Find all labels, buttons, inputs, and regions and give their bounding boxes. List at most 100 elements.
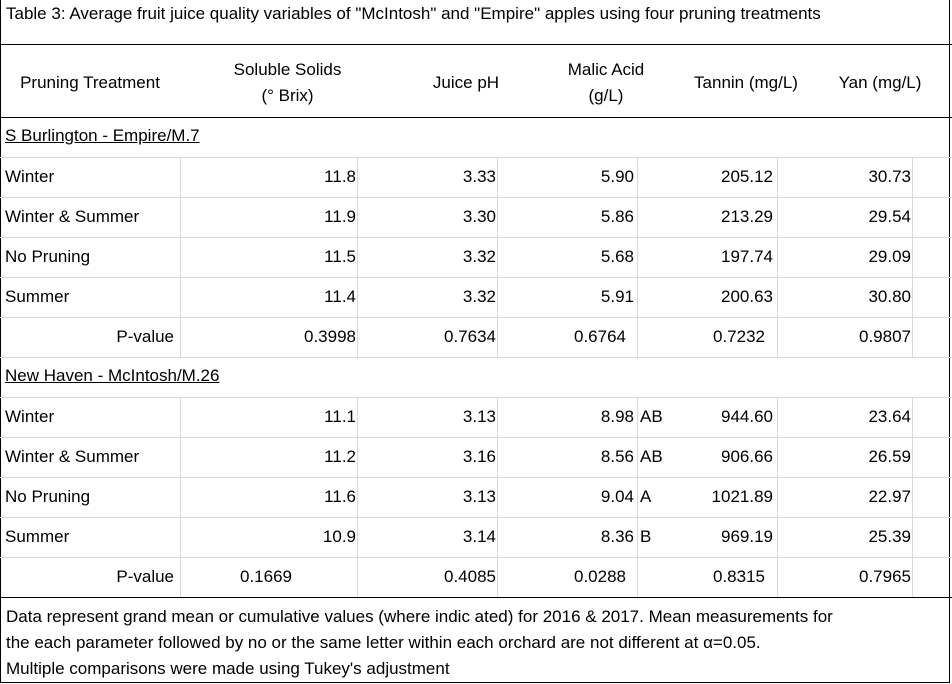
ph-cell: 3.13 <box>462 407 496 426</box>
ph-cell: 3.16 <box>462 447 496 466</box>
solids-cell: 11.6 <box>324 487 356 506</box>
pvalue-ph: 0.4085 <box>444 567 496 586</box>
column-divider <box>357 397 358 597</box>
malic-cell: 5.90 <box>600 167 634 186</box>
column-divider <box>180 157 181 357</box>
column-divider <box>777 397 778 597</box>
column-divider <box>777 157 778 357</box>
treatment-cell: No Pruning <box>5 247 91 266</box>
pvalue-tannin: 0.7232 <box>713 327 765 346</box>
pvalue-solids: 0.1669 <box>240 567 292 586</box>
column-divider <box>357 157 358 357</box>
solids-cell: 11.8 <box>324 167 356 186</box>
footnote: Data represent grand mean or cumulative … <box>6 604 950 682</box>
malic-letter-cell: AB <box>640 447 663 466</box>
pvalue-solids: 0.3998 <box>304 327 356 346</box>
table-caption: Table 3: Average fruit juice quality var… <box>6 4 821 23</box>
malic-cell: 8.36 <box>600 527 634 546</box>
footnote-line1: Data represent grand mean or cumulative … <box>6 607 833 626</box>
malic-cell: 8.56 <box>600 447 634 466</box>
column-divider <box>912 157 913 357</box>
pvalue-malic: 0.0288 <box>574 567 626 586</box>
solids-cell: 11.9 <box>324 207 356 226</box>
tannin-cell: 200.63 <box>721 287 773 306</box>
pvalue-malic: 0.6764 <box>574 327 626 346</box>
pvalue-tannin: 0.8315 <box>713 567 765 586</box>
footnote-line3: Multiple comparisons were made using Tuk… <box>6 659 450 678</box>
treatment-cell: Summer <box>5 287 70 306</box>
malic-letter-cell: B <box>640 527 652 546</box>
yan-cell: 25.39 <box>868 527 911 546</box>
tannin-cell: 906.66 <box>721 447 773 466</box>
malic-letter-cell: AB <box>640 407 663 426</box>
pvalue-yan: 0.7965 <box>859 567 911 586</box>
column-divider <box>637 157 638 357</box>
malic-letter-cell: A <box>640 487 652 506</box>
yan-cell: 30.80 <box>868 287 911 306</box>
header-tannin: Tannin (mg/L) <box>694 73 798 92</box>
treatment-cell: Winter <box>5 167 55 186</box>
row-divider <box>0 317 952 318</box>
solids-cell: 11.4 <box>324 287 356 306</box>
header-ph: Juice pH <box>432 73 500 92</box>
tannin-cell: 969.19 <box>721 527 773 546</box>
footnote-divider <box>0 597 952 598</box>
row-divider <box>0 237 952 238</box>
column-divider <box>180 397 181 597</box>
treatment-cell: Summer <box>5 527 70 546</box>
pvalue-label: P-value <box>116 567 174 586</box>
header-solids: Soluble Solids (° Brix) <box>200 57 375 109</box>
yan-cell: 22.97 <box>868 487 911 506</box>
column-divider <box>497 397 498 597</box>
ph-cell: 3.13 <box>462 487 496 506</box>
column-divider <box>637 397 638 597</box>
tannin-cell: 1021.89 <box>711 487 773 506</box>
row-divider <box>0 357 952 358</box>
malic-cell: 5.91 <box>600 287 634 306</box>
header-treatment: Pruning Treatment <box>20 73 160 92</box>
row-divider <box>0 557 952 558</box>
treatment-cell: No Pruning <box>5 487 91 506</box>
section-title: S Burlington - Empire/M.7 <box>5 126 200 145</box>
ph-cell: 3.33 <box>462 167 496 186</box>
ph-cell: 3.32 <box>462 247 496 266</box>
pvalue-ph: 0.7634 <box>444 327 496 346</box>
yan-cell: 26.59 <box>868 447 911 466</box>
ph-cell: 3.32 <box>462 287 496 306</box>
yan-cell: 29.54 <box>868 207 911 226</box>
header-divider <box>0 117 952 118</box>
solids-cell: 11.5 <box>324 247 356 266</box>
yan-cell: 29.09 <box>868 247 911 266</box>
solids-cell: 10.9 <box>322 527 356 546</box>
treatment-cell: Winter <box>5 407 55 426</box>
row-divider <box>0 157 952 158</box>
row-divider <box>0 477 952 478</box>
treatment-cell: Winter & Summer <box>5 447 140 466</box>
footnote-line2: the each parameter followed by no or the… <box>6 633 761 652</box>
treatment-cell: Winter & Summer <box>5 207 140 226</box>
caption-divider <box>0 44 952 45</box>
tannin-cell: 205.12 <box>721 167 773 186</box>
header-malic: Malic Acid (g/L) <box>536 57 676 109</box>
malic-cell: 8.98 <box>600 407 634 426</box>
pvalue-label: P-value <box>116 327 174 346</box>
column-divider <box>497 157 498 357</box>
malic-cell: 9.04 <box>600 487 634 506</box>
malic-cell: 5.86 <box>600 207 634 226</box>
yan-cell: 30.73 <box>868 167 911 186</box>
ph-cell: 3.14 <box>462 527 496 546</box>
malic-cell: 5.68 <box>600 247 634 266</box>
solids-cell: 11.2 <box>324 447 356 466</box>
header-yan: Yan (mg/L) <box>838 73 922 92</box>
section-title: New Haven - McIntosh/M.26 <box>5 366 220 385</box>
row-divider <box>0 517 952 518</box>
row-divider <box>0 197 952 198</box>
column-divider <box>912 397 913 597</box>
header-solids-line2: (° Brix) <box>261 86 314 105</box>
tannin-cell: 213.29 <box>721 207 773 226</box>
header-solids-line1: Soluble Solids <box>233 60 342 79</box>
yan-cell: 23.64 <box>868 407 911 426</box>
header-malic-line2: (g/L) <box>588 86 624 105</box>
row-divider <box>0 277 952 278</box>
